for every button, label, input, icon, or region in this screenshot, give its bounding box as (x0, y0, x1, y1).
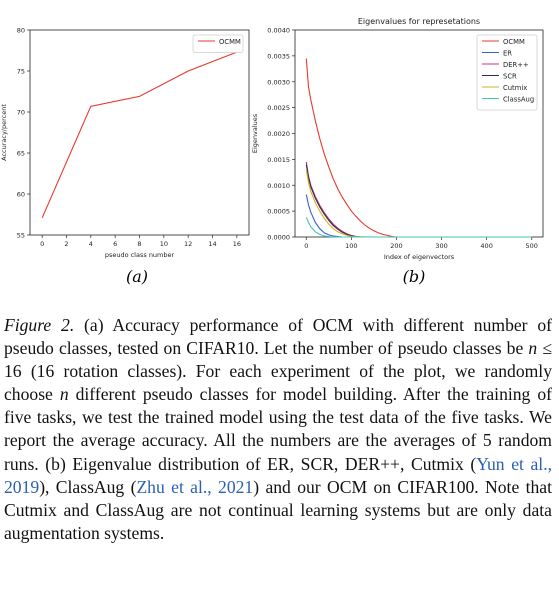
caption-label: Figure 2. (4, 315, 75, 335)
legend-box (192, 34, 244, 53)
figure: 0 2 4 6 8 10 12 14 16 55 60 65 70 75 80 pseudo class nu… (0, 17, 544, 286)
plot-frame (29, 29, 250, 236)
caption-text-1: (a) Accuracy performance of OCM with dif… (4, 315, 552, 359)
x-tick-label: 500 (526, 242, 538, 250)
x-tick-label: 2 (64, 240, 68, 248)
x-tick-label: 14 (208, 240, 216, 248)
chart-title: Eigenvalues for represetations (358, 17, 480, 26)
y-tick-label: 0.0015 (267, 156, 290, 164)
caption-math-n-2: n (59, 384, 69, 405)
y-tick-label: 65 (17, 150, 25, 158)
legend-label: OCMM (219, 38, 241, 46)
series-line-cutmix (305, 169, 532, 238)
x-tick-label: 0 (40, 240, 44, 248)
y-tick-label: 0.0025 (267, 104, 290, 112)
x-tick-label: 400 (480, 242, 492, 250)
y-tick-label: 55 (17, 232, 25, 240)
x-tick-label: 8 (137, 240, 141, 248)
x-tick-label: 4 (89, 240, 93, 248)
legend-label: DER++ (503, 61, 529, 69)
x-axis-label: Index of eigenvectors (384, 253, 455, 261)
caption-math-relation: ≤ 16 (4, 338, 553, 382)
y-tick-label: 0.0020 (267, 130, 290, 138)
y-axis-label: Accuracy/percent (0, 104, 8, 161)
x-axis-label: pseudo class number (105, 251, 175, 259)
series-line-scr (305, 164, 532, 238)
citation-link-zhu[interactable]: Zhu et al., 2021 (136, 476, 254, 497)
legend-label: ER (503, 50, 512, 58)
y-tick-label: 0.0010 (267, 182, 290, 190)
x-tick-label: 0 (304, 242, 308, 250)
series-line-ocmm (41, 51, 237, 219)
caption-text-5: ) and our OCM on CIFAR100. Note that Cut… (4, 476, 552, 543)
legend-label: OCMM (503, 38, 525, 46)
y-tick-label: 0.0005 (267, 208, 290, 216)
panel-label-b: (b) (402, 267, 426, 286)
y-tick-label: 60 (17, 191, 25, 199)
x-tick-label: 300 (435, 242, 447, 250)
caption-text-4: ), ClassAug ( (39, 476, 137, 497)
panel-label-a: (a) (125, 267, 149, 286)
figure-caption: Figure 2. (a) Accuracy performance of OC… (4, 314, 552, 545)
y-tick-label: 75 (17, 68, 25, 76)
y-tick-label: 80 (17, 27, 25, 35)
y-tick-label: 0.0040 (267, 27, 290, 35)
legend-label: Cutmix (503, 84, 527, 92)
caption-text-2: (16 rotation classes). For each experime… (4, 361, 552, 405)
chart-accuracy: 0 2 4 6 8 10 12 14 16 55 60 65 70 75 80 pseudo class nu… (0, 17, 544, 261)
y-tick-label: 0.0030 (267, 78, 290, 86)
caption-text-3: different pseudo classes for model build… (4, 384, 552, 474)
legend-label: SCR (503, 73, 517, 81)
legend-box (476, 34, 538, 111)
caption-math-n: n (528, 338, 538, 359)
citation-link-yun[interactable]: Yun et al., 2019 (4, 453, 552, 497)
y-tick-label: 0.0035 (267, 52, 290, 60)
series-line-classaug (305, 217, 532, 238)
y-tick-label: 0.0000 (267, 234, 290, 242)
legend-label: ClassAug (503, 96, 534, 104)
x-tick-label: 10 (160, 240, 168, 248)
x-tick-label: 16 (233, 240, 241, 248)
y-axis-label: Eigenvalues (251, 113, 259, 153)
x-tick-label: 200 (390, 242, 402, 250)
x-tick-label: 12 (184, 240, 192, 248)
x-tick-label: 6 (113, 240, 117, 248)
series-line-der- (305, 161, 532, 238)
y-tick-label: 70 (17, 109, 25, 117)
x-tick-label: 100 (345, 242, 357, 250)
